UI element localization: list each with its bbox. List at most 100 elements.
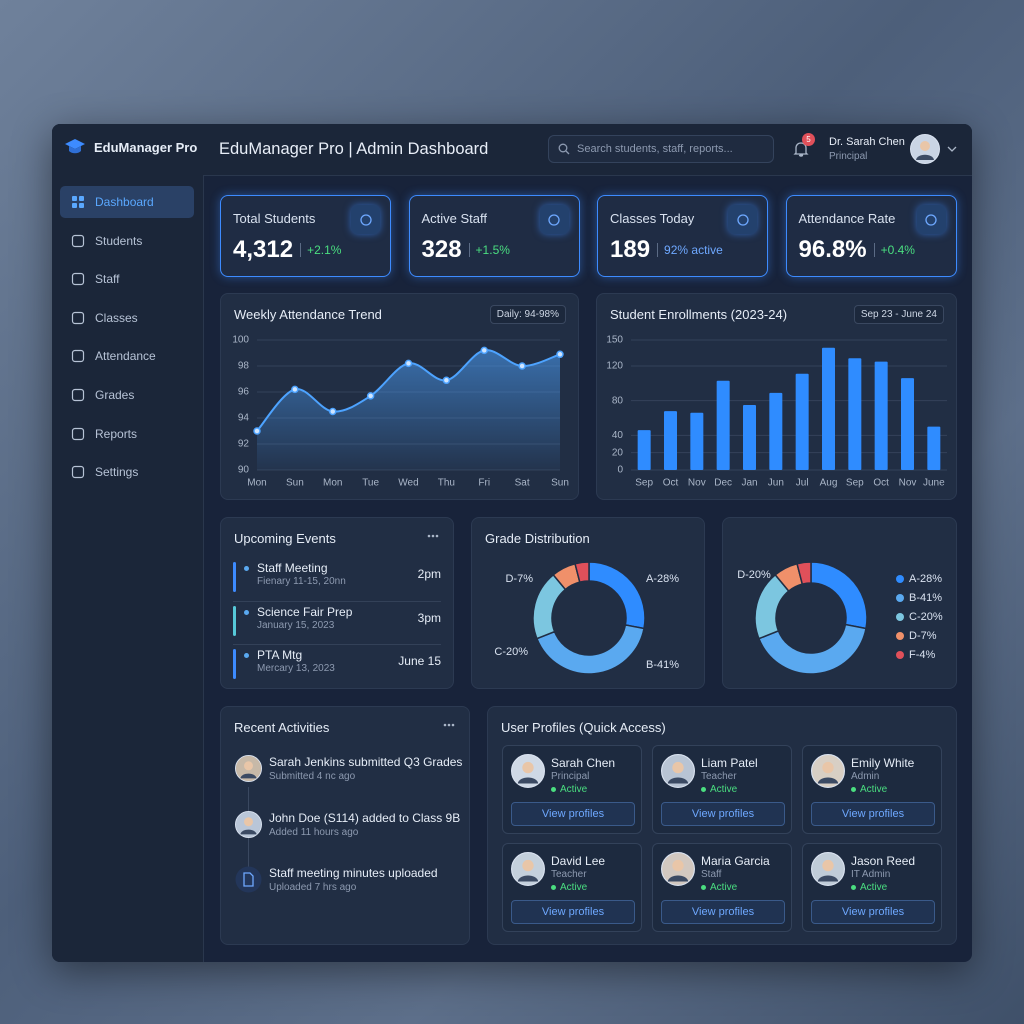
nav-icon-shape	[71, 466, 85, 479]
sidebar: EduManager Pro Dashboard Students Staff Cla…	[52, 124, 204, 962]
dot	[443, 723, 447, 727]
view-button[interactable]: View profiles	[811, 802, 935, 826]
slice	[796, 561, 812, 586]
kpi-icon-shape	[548, 213, 560, 226]
event[interactable]: Science Fair Prep January 15, 2023 3pm	[233, 601, 441, 636]
search-box[interactable]: Search students, staff, reports...	[548, 135, 774, 163]
dot	[451, 723, 455, 727]
nav-icon	[71, 234, 85, 247]
profile-name: Jason Reed	[851, 854, 916, 868]
nav-label: Reports	[95, 426, 138, 441]
nav-item[interactable]: Classes	[60, 302, 194, 334]
page-title: EduManager Pro | Admin Dashboard	[219, 140, 489, 158]
profile-role: Principal	[551, 771, 590, 782]
y-tick-label: 0	[617, 465, 623, 476]
avatar-head	[244, 816, 253, 826]
profile-name: Liam Patel	[701, 756, 758, 770]
bell-shape	[793, 142, 809, 157]
chart-badge[interactable]: Sep 23 - June 24	[853, 305, 944, 324]
kpi-label: Active Staff	[421, 211, 488, 226]
x-tick-label: Fri	[478, 478, 490, 489]
more-menu[interactable]	[443, 723, 455, 727]
nav-icon-shape	[79, 203, 84, 208]
view-button[interactable]: View profiles	[661, 900, 785, 924]
y-tick-label: 150	[606, 335, 623, 346]
nav-icon-shape	[72, 203, 77, 208]
event-date: Mercary 13, 2023	[257, 663, 335, 674]
view-button[interactable]: View profiles	[661, 802, 785, 826]
nav-item[interactable]: Reports	[60, 418, 194, 450]
more-menu[interactable]	[427, 534, 439, 538]
user-avatar-slot[interactable]	[910, 134, 940, 164]
kpi-card: Attendance Rate 96.8% +0.4%	[785, 195, 957, 277]
bar	[822, 347, 835, 470]
event[interactable]: Staff Meeting Fienary 11-15, 20nn 2pm	[233, 558, 441, 592]
nav-item[interactable]: Grades	[60, 379, 194, 411]
nav-icon	[71, 350, 85, 363]
kpi-row: 328 +1.5%	[422, 236, 510, 264]
profile-name: Maria Garcia	[701, 854, 770, 868]
event-dot	[244, 610, 249, 615]
user-role: Principal	[829, 151, 868, 162]
y-tick-label: 80	[612, 395, 624, 406]
kpi-value: 96.8%	[798, 236, 867, 263]
profile-role: IT Admin	[851, 869, 891, 880]
chart-badge[interactable]: Daily: 94-98%	[489, 305, 566, 324]
nav-label: Classes	[95, 310, 138, 325]
nav-label: Staff	[95, 272, 120, 287]
view-button[interactable]: View profiles	[511, 900, 635, 924]
chart: A-28% B-41% C-20% D-7%	[494, 561, 679, 675]
view-button[interactable]: View profiles	[511, 802, 635, 826]
slice	[810, 561, 868, 630]
y-tick-label: 120	[606, 361, 623, 372]
y-tick-label: 98	[238, 361, 250, 372]
event-dot	[244, 653, 249, 658]
slice-label: C-20%	[494, 646, 528, 658]
point	[253, 427, 261, 435]
profile-card: Liam Patel Teacher Active View profiles	[652, 745, 792, 834]
kpi-value: 4,312	[233, 236, 294, 263]
avatar-body	[916, 154, 934, 160]
y-tick-label: 20	[612, 447, 624, 458]
bell-icon[interactable]	[792, 140, 810, 158]
slice	[574, 561, 590, 584]
nav-item[interactable]: Staff	[60, 263, 194, 295]
y-tick-label: 96	[238, 387, 250, 398]
x-tick-label: Nov	[688, 478, 706, 489]
status-dot	[701, 885, 706, 890]
x-tick-label: Nov	[899, 478, 917, 489]
event-bar	[233, 562, 236, 592]
nav-item[interactable]: Attendance	[60, 340, 194, 372]
logo-icon	[65, 139, 85, 154]
avatar-body	[240, 829, 257, 834]
nav-icon-shape	[71, 234, 85, 247]
avatar	[661, 754, 695, 788]
avatar	[661, 852, 695, 886]
avatar-head	[672, 761, 684, 774]
activity-text: Staff meeting minutes uploaded	[269, 866, 438, 880]
chart-title: Weekly Attendance Trend	[234, 307, 382, 322]
handle	[565, 150, 570, 155]
avatar-head	[522, 859, 534, 872]
profile-status: Active	[551, 882, 587, 893]
x-tick-label: Sun	[551, 478, 569, 489]
area	[257, 350, 560, 470]
kpi-icon	[351, 205, 380, 234]
chart-title: Student Enrollments (2023-24)	[610, 307, 788, 322]
nav-item[interactable]: Settings	[60, 456, 194, 488]
nav-item[interactable]: Students	[60, 225, 194, 257]
event-dot	[244, 566, 249, 571]
x-tick-label: Sun	[286, 478, 304, 489]
nav-item[interactable]: Dashboard	[60, 186, 194, 218]
event[interactable]: PTA Mtg Mercary 13, 2023 June 15	[233, 644, 441, 679]
bar	[848, 358, 862, 470]
chart: 90 92 94 96 98 100 Mon Sun Mon Tue Wed Thu Fri Sat Sun	[232, 335, 569, 489]
profile-card: Maria Garcia Staff Active View profiles	[652, 843, 792, 932]
chevron[interactable]	[947, 145, 957, 153]
kpi-icon	[916, 205, 946, 234]
nav-label: Attendance	[95, 349, 156, 364]
avatar	[910, 134, 940, 164]
dot	[447, 723, 451, 727]
profile-status: Active	[851, 882, 887, 893]
view-button[interactable]: View profiles	[811, 900, 935, 924]
